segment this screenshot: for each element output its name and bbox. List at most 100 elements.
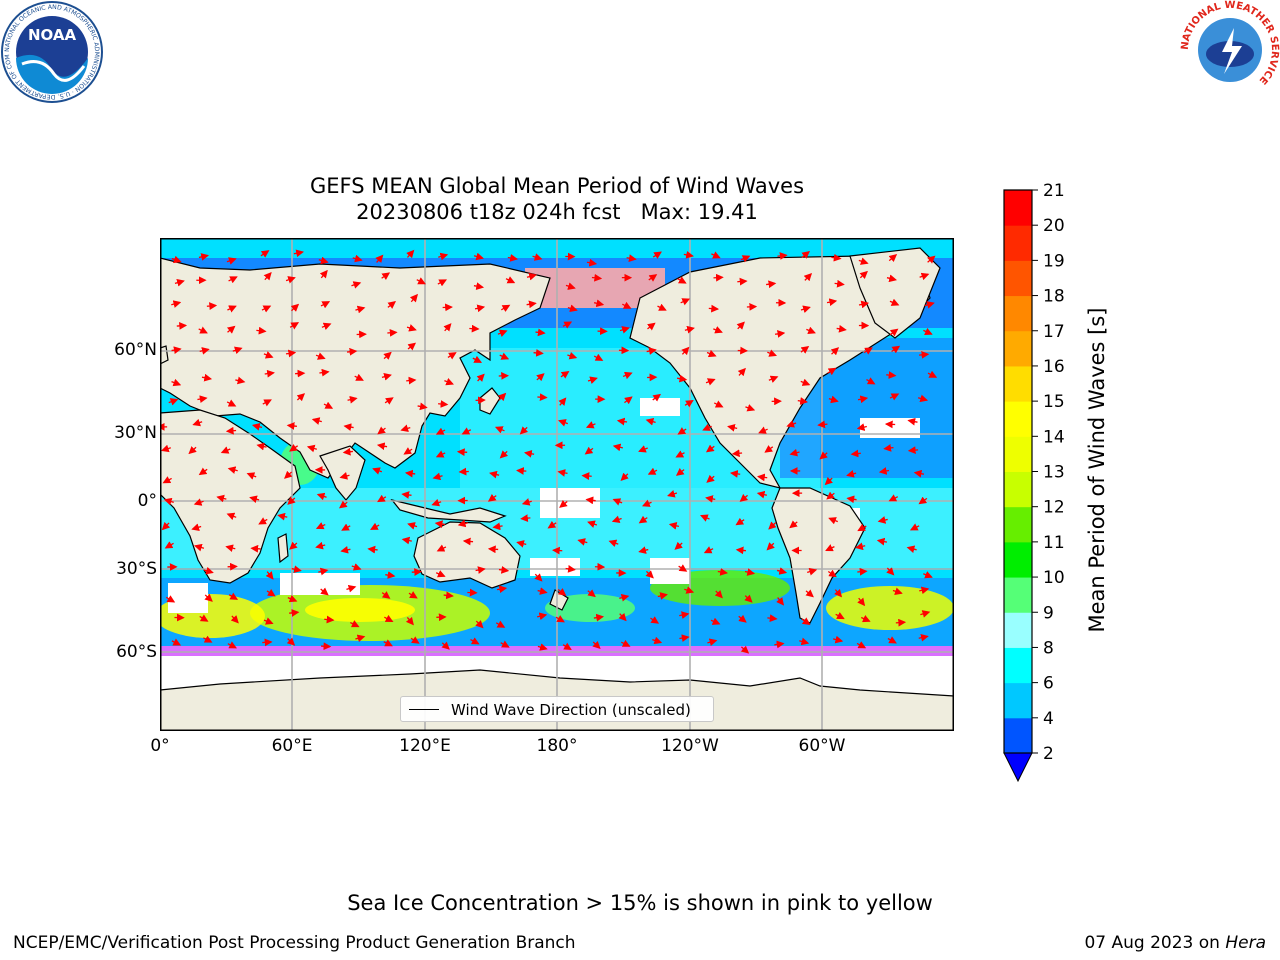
wave-direction-arrow [401, 491, 412, 499]
wave-direction-arrow [836, 324, 847, 333]
colorbar-tick-label: 9 [1043, 603, 1054, 623]
wave-direction-arrow [800, 345, 810, 354]
wave-direction-arrow [776, 567, 788, 575]
wave-direction-arrow [287, 496, 296, 505]
wave-direction-arrow [857, 523, 867, 532]
wave-direction-arrow [306, 444, 317, 453]
wave-direction-arrow [834, 279, 845, 288]
wave-direction-arrow [710, 617, 721, 625]
wave-direction-arrow [203, 566, 214, 575]
wave-direction-arrow [226, 257, 237, 265]
patch-south-indian-core [305, 598, 415, 622]
legend-line-sample [409, 709, 439, 710]
wave-direction-arrow [641, 499, 652, 507]
lon-tick-60e: 60°E [271, 736, 313, 756]
wave-direction-arrow [315, 522, 326, 530]
wave-direction-arrow [764, 445, 774, 453]
wave-direction-arrow [350, 620, 360, 628]
wave-direction-arrow [410, 636, 420, 644]
wave-direction-arrow [647, 467, 658, 475]
wave-direction-arrow [532, 253, 543, 261]
wave-direction-arrow [856, 423, 867, 431]
wave-direction-arrow [817, 420, 828, 429]
wave-direction-arrow [387, 301, 397, 309]
wave-direction-arrow [619, 326, 630, 334]
wave-direction-arrow [407, 522, 418, 530]
wave-direction-arrow [744, 594, 753, 603]
wave-direction-arrow [638, 546, 649, 554]
wave-direction-arrow [587, 589, 596, 598]
wave-direction-arrow [320, 301, 331, 309]
wave-direction-arrow [519, 426, 529, 435]
wave-direction-arrow [678, 564, 688, 572]
wave-direction-arrow [789, 520, 798, 529]
wave-direction-arrow [261, 305, 272, 313]
wave-direction-arrow [799, 637, 810, 646]
wave-direction-arrow [406, 249, 415, 259]
wave-direction-arrow [176, 321, 188, 330]
wave-direction-arrow [707, 638, 718, 646]
wave-direction-arrow [520, 514, 531, 522]
wave-direction-arrow [315, 541, 326, 550]
wave-direction-arrow [565, 282, 576, 290]
colorbar-tick-label: 18 [1043, 287, 1065, 307]
wave-direction-arrow [533, 349, 544, 357]
wave-direction-arrow [857, 567, 868, 576]
lon-tick-60w: 60°W [798, 736, 846, 756]
wave-direction-arrow [406, 376, 417, 385]
wave-direction-arrow [638, 445, 648, 453]
wave-direction-arrow [339, 472, 350, 480]
wave-direction-arrow [198, 326, 208, 334]
colorbar-segment [1004, 260, 1032, 297]
wave-direction-arrow [264, 369, 275, 378]
wave-direction-arrow [713, 326, 723, 334]
wave-direction-arrow [435, 450, 446, 458]
wave-direction-arrow [311, 417, 322, 425]
colorbar-segment [1004, 365, 1032, 402]
lat-tick-30s: 30°S [116, 559, 157, 579]
wave-direction-arrow [370, 522, 380, 530]
wind-wave-arrows [160, 249, 938, 654]
wave-direction-arrow [263, 272, 272, 281]
wave-direction-arrow [706, 349, 717, 358]
wave-direction-arrow [766, 280, 777, 289]
wave-direction-arrow [387, 328, 398, 337]
wave-direction-arrow [289, 322, 300, 330]
colorbar-label: Mean Period of Wind Waves [s] [1085, 307, 1109, 633]
wave-direction-arrow [801, 617, 811, 626]
wave-direction-arrow [887, 636, 897, 644]
wave-direction-arrow [416, 277, 426, 285]
wave-direction-arrow [824, 476, 834, 486]
wave-direction-arrow [684, 325, 695, 334]
wave-direction-arrow [700, 514, 710, 522]
wave-direction-arrow [620, 639, 631, 647]
colorbar-extend-triangle [1003, 752, 1033, 783]
wave-direction-arrow [171, 378, 182, 387]
wave-direction-arrow [501, 304, 511, 313]
wave-direction-arrow [201, 373, 213, 382]
madagascar [277, 533, 289, 564]
wave-direction-arrow [265, 571, 274, 580]
wave-direction-arrow [560, 370, 570, 379]
lon-tick-180: 180° [536, 736, 578, 756]
wave-direction-arrow [291, 565, 302, 574]
wave-direction-arrow [444, 377, 454, 386]
wave-direction-arrow [555, 615, 565, 623]
colorbar-tick-label: 6 [1043, 674, 1054, 694]
wave-direction-arrow [346, 347, 358, 356]
lon-tick-0: 0° [150, 736, 170, 756]
wave-direction-arrow [676, 374, 688, 383]
wave-direction-arrow [652, 636, 663, 645]
colorbar-tick-label: 21 [1043, 181, 1065, 201]
wave-direction-arrow [475, 566, 486, 574]
wave-direction-arrow [537, 612, 548, 621]
wave-direction-arrow [611, 515, 622, 524]
wave-direction-arrow [376, 442, 388, 451]
wave-direction-arrow [351, 563, 362, 571]
wave-direction-arrow [220, 446, 231, 454]
wave-direction-arrow [251, 422, 263, 431]
wave-direction-arrow [198, 253, 210, 261]
wave-direction-arrow [472, 355, 483, 363]
wave-direction-arrow [497, 329, 508, 337]
wave-direction-arrow [889, 298, 900, 306]
